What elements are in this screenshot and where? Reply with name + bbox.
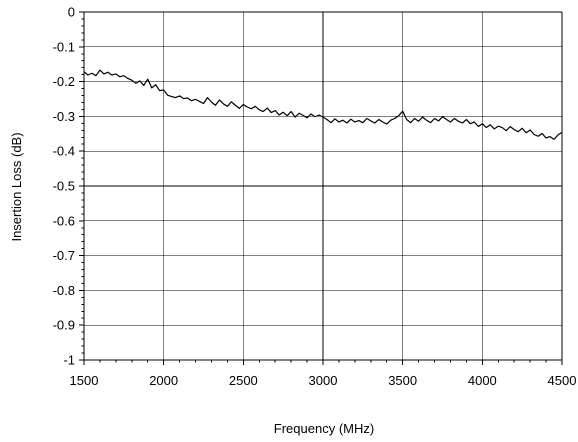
y-tick-label: -0.4 bbox=[53, 144, 75, 159]
y-tick-label: -0.3 bbox=[53, 109, 75, 124]
x-tick-label: 3500 bbox=[388, 373, 417, 388]
x-tick-label: 2500 bbox=[229, 373, 258, 388]
y-tick-label: -0.2 bbox=[53, 74, 75, 89]
y-tick-label: -0.7 bbox=[53, 248, 75, 263]
y-axis-title: Insertion Loss (dB) bbox=[9, 132, 24, 241]
x-tick-label: 4000 bbox=[468, 373, 497, 388]
x-axis-title: Frequency (MHz) bbox=[274, 421, 374, 436]
x-tick-label: 2000 bbox=[149, 373, 178, 388]
grid-layer bbox=[83, 11, 563, 361]
insertion-loss-series-line bbox=[83, 69, 563, 140]
y-tick-label: -0.6 bbox=[53, 213, 75, 228]
x-tick-label: 3000 bbox=[309, 373, 338, 388]
x-tick-label: 1500 bbox=[70, 373, 99, 388]
y-tick-label: -0.5 bbox=[53, 179, 75, 194]
y-tick-label: -0.8 bbox=[53, 283, 75, 298]
series-layer bbox=[83, 69, 563, 140]
label-layer: 0 -0.1 -0.2 -0.3 -0.4 -0.5 -0.6 -0.7 -0.8 -0.9 -1 1… bbox=[53, 5, 577, 389]
y-tick-label: 0 bbox=[68, 5, 75, 20]
axis-layer bbox=[79, 11, 563, 365]
y-tick-label: -0.1 bbox=[53, 39, 75, 54]
y-tick-label: -1 bbox=[63, 353, 75, 368]
x-tick-label: 4500 bbox=[548, 373, 577, 388]
y-tick-label: -0.9 bbox=[53, 318, 75, 333]
